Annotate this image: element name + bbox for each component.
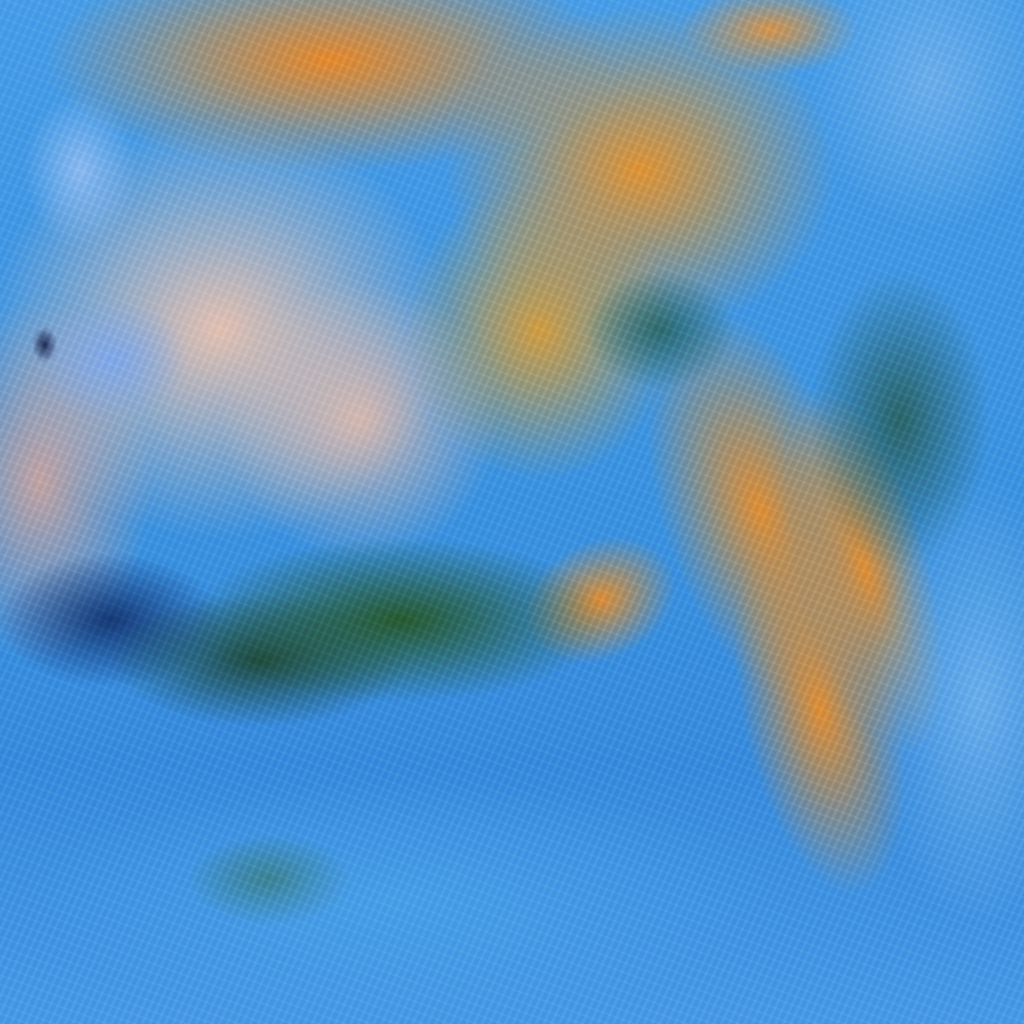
satellite-image [0, 0, 1024, 1024]
cloud-texture [0, 0, 1024, 1024]
blue-cloud-field [0, 0, 1024, 1024]
